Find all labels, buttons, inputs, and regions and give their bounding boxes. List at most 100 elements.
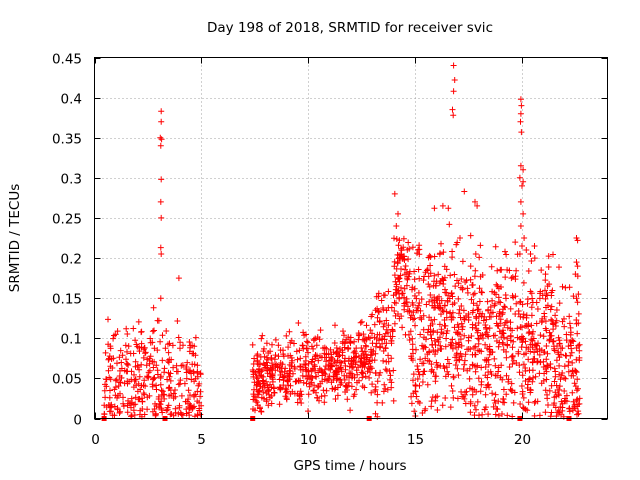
data-point [491, 397, 498, 404]
data-point [263, 398, 270, 405]
data-point [342, 389, 349, 395]
data-points [101, 62, 583, 421]
data-point [310, 366, 316, 373]
data-point [124, 368, 131, 375]
data-point [251, 386, 257, 393]
data-point [499, 329, 506, 336]
data-point [517, 324, 524, 331]
data-point [503, 251, 510, 258]
data-point [149, 328, 156, 335]
data-point [118, 359, 125, 366]
data-point [347, 407, 354, 414]
data-point [399, 290, 406, 297]
data-point [175, 368, 181, 375]
data-point [523, 247, 530, 253]
data-point [353, 386, 360, 393]
data-point [447, 310, 454, 317]
data-point [406, 337, 413, 343]
data-point [297, 396, 303, 402]
data-point [457, 336, 464, 343]
data-point [443, 335, 450, 342]
data-point [542, 387, 549, 394]
data-point [157, 198, 164, 205]
data-point [167, 377, 174, 384]
data-point [358, 345, 365, 351]
data-point [449, 345, 456, 352]
data-point [149, 381, 156, 388]
data-point [500, 386, 507, 393]
data-point [544, 362, 551, 369]
data-point [531, 243, 538, 249]
data-point [563, 392, 570, 399]
data-point [157, 244, 164, 251]
data-point [267, 381, 273, 388]
data-point [257, 372, 264, 379]
data-point [194, 398, 201, 405]
x-tick-label: 5 [197, 432, 206, 448]
data-point [157, 142, 164, 149]
data-point [308, 359, 315, 366]
data-point [450, 62, 457, 69]
data-point [440, 308, 447, 315]
data-point [536, 412, 543, 419]
data-point [411, 408, 418, 415]
data-point [251, 355, 258, 362]
data-point [303, 380, 310, 387]
data-point [406, 270, 413, 277]
data-point [461, 357, 468, 364]
data-point [385, 322, 392, 329]
data-point [517, 298, 524, 305]
data-point [147, 353, 154, 360]
data-point [457, 314, 464, 321]
data-point [141, 344, 148, 351]
data-point [103, 376, 109, 383]
data-point [353, 353, 360, 360]
data-point [120, 403, 127, 410]
data-point [523, 344, 530, 351]
data-point [403, 282, 410, 289]
data-point [556, 409, 563, 416]
data-point [166, 385, 173, 391]
data-point [482, 341, 489, 348]
data-point [334, 357, 341, 364]
data-point [253, 374, 260, 380]
data-point [451, 271, 458, 278]
data-point [396, 237, 403, 244]
data-point [369, 311, 376, 318]
data-point [347, 370, 354, 377]
data-point [491, 355, 498, 362]
data-point [529, 331, 536, 337]
data-point [136, 396, 143, 403]
data-point [134, 364, 141, 370]
data-point [501, 303, 508, 310]
data-point [524, 296, 531, 303]
data-point [404, 303, 411, 310]
data-point [576, 341, 583, 348]
data-point [527, 251, 534, 257]
data-point [546, 336, 553, 343]
data-point [429, 321, 436, 327]
data-point [412, 322, 418, 329]
data-point [305, 349, 311, 356]
data-point [105, 316, 111, 323]
data-point [473, 406, 479, 413]
data-point [393, 300, 399, 307]
data-point [130, 384, 137, 391]
data-point [144, 373, 151, 380]
data-point [123, 325, 130, 332]
data-point [487, 304, 494, 310]
data-point [466, 375, 473, 382]
data-point [426, 283, 433, 290]
data-point [528, 336, 535, 343]
data-point [461, 361, 468, 368]
data-point [509, 344, 516, 351]
data-point [469, 386, 476, 392]
data-point [478, 378, 485, 385]
data-point [576, 395, 583, 402]
data-point [135, 380, 142, 387]
data-point [427, 262, 434, 269]
data-point [190, 370, 197, 377]
data-point [374, 378, 381, 385]
data-point [439, 402, 446, 409]
data-point [159, 357, 166, 364]
